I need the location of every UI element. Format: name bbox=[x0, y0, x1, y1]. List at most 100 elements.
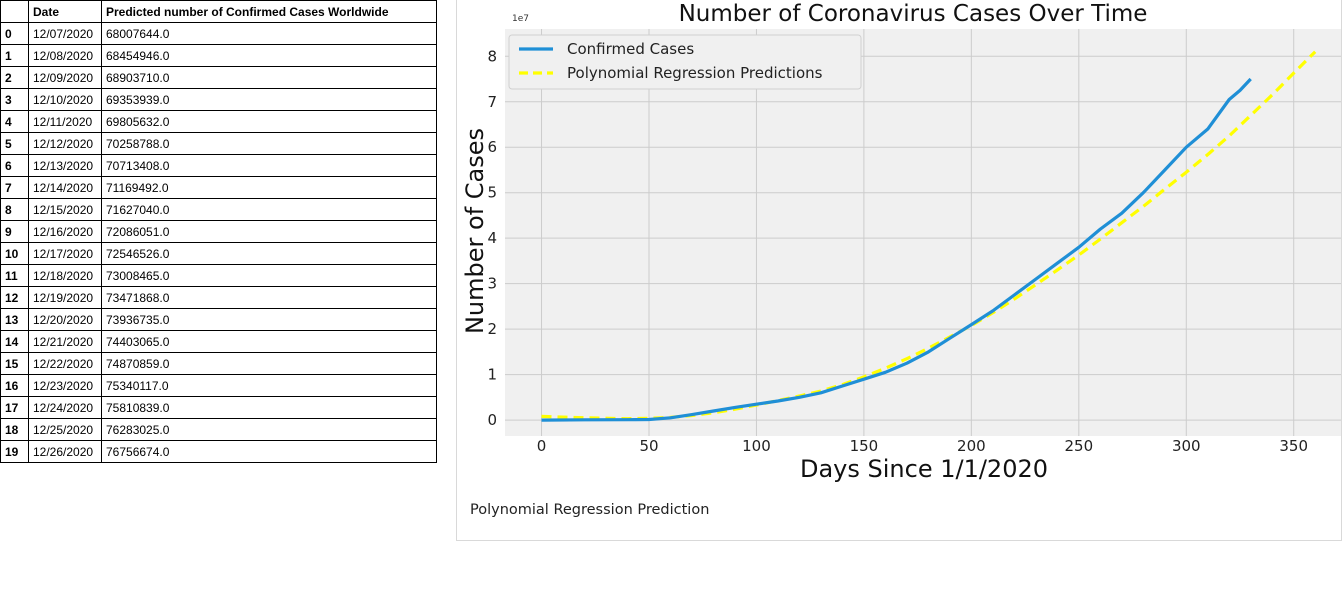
prediction-cell: 69805632.0 bbox=[101, 110, 437, 133]
row-index: 1 bbox=[0, 44, 29, 67]
table-row: 7 12/14/2020 71169492.0 bbox=[0, 176, 437, 199]
y-tick-label: 2 bbox=[487, 320, 497, 338]
prediction-cell: 71627040.0 bbox=[101, 198, 437, 221]
y-tick-label: 0 bbox=[487, 411, 497, 429]
row-index: 14 bbox=[0, 330, 29, 353]
prediction-cell: 68007644.0 bbox=[101, 22, 437, 45]
date-cell: 12/09/2020 bbox=[28, 66, 102, 89]
table-row: 9 12/16/2020 72086051.0 bbox=[0, 220, 437, 243]
date-cell: 12/15/2020 bbox=[28, 198, 102, 221]
y-tick-label: 3 bbox=[487, 275, 497, 293]
prediction-cell: 71169492.0 bbox=[101, 176, 437, 199]
table-row: 18 12/25/2020 76283025.0 bbox=[0, 418, 437, 441]
predictions-table-container: Date Predicted number of Confirmed Cases… bbox=[0, 0, 437, 590]
date-cell: 12/13/2020 bbox=[28, 154, 102, 177]
table-row: 0 12/07/2020 68007644.0 bbox=[0, 22, 437, 45]
row-index: 9 bbox=[0, 220, 29, 243]
x-axis-label: Days Since 1/1/2020 bbox=[800, 455, 1048, 483]
row-index: 3 bbox=[0, 88, 29, 111]
table-row: 14 12/21/2020 74403065.0 bbox=[0, 330, 437, 353]
date-cell: 12/08/2020 bbox=[28, 44, 102, 67]
x-tick-label: 200 bbox=[957, 437, 986, 455]
series-line-confirmed-cases bbox=[541, 77, 1252, 422]
table-row: 12 12/19/2020 73471868.0 bbox=[0, 286, 437, 309]
x-tick-label: 50 bbox=[639, 437, 658, 455]
date-cell: 12/22/2020 bbox=[28, 352, 102, 375]
prediction-cell: 70713408.0 bbox=[101, 154, 437, 177]
prediction-cell: 73471868.0 bbox=[101, 286, 437, 309]
date-cell: 12/23/2020 bbox=[28, 374, 102, 397]
x-tick-label: 350 bbox=[1279, 437, 1308, 455]
table-header-row: Date Predicted number of Confirmed Cases… bbox=[0, 0, 437, 23]
prediction-cell: 74870859.0 bbox=[101, 352, 437, 375]
date-cell: 12/26/2020 bbox=[28, 440, 102, 463]
table-row: 8 12/15/2020 71627040.0 bbox=[0, 198, 437, 221]
x-tick-label: 100 bbox=[742, 437, 771, 455]
date-cell: 12/11/2020 bbox=[28, 110, 102, 133]
prediction-cell: 68454946.0 bbox=[101, 44, 437, 67]
row-index: 4 bbox=[0, 110, 29, 133]
plot-background bbox=[505, 29, 1341, 436]
y-axis-label: Number of Cases bbox=[461, 128, 489, 334]
chart-title: Number of Coronavirus Cases Over Time bbox=[679, 1, 1148, 27]
prediction-cell: 75340117.0 bbox=[101, 374, 437, 397]
prediction-cell: 72086051.0 bbox=[101, 220, 437, 243]
row-index: 16 bbox=[0, 374, 29, 397]
row-index: 7 bbox=[0, 176, 29, 199]
table-row: 16 12/23/2020 75340117.0 bbox=[0, 374, 437, 397]
chart-output-card: 0 50 100 150 200 250 300 350 0 1 2 3 4 5 6 7 8 Number of… bbox=[456, 0, 1342, 541]
date-cell: 12/21/2020 bbox=[28, 330, 102, 353]
prediction-cell: 70258788.0 bbox=[101, 132, 437, 155]
chart-caption: Polynomial Regression Prediction bbox=[470, 502, 710, 518]
prediction-cell: 76283025.0 bbox=[101, 418, 437, 441]
row-index: 12 bbox=[0, 286, 29, 309]
date-cell: 12/19/2020 bbox=[28, 286, 102, 309]
legend-box bbox=[508, 34, 862, 90]
date-cell: 12/25/2020 bbox=[28, 418, 102, 441]
y-tick-label: 1 bbox=[487, 366, 497, 384]
prediction-cell: 69353939.0 bbox=[101, 88, 437, 111]
row-index: 15 bbox=[0, 352, 29, 375]
row-index: 17 bbox=[0, 396, 29, 419]
row-index: 11 bbox=[0, 264, 29, 287]
y-tick-label: 8 bbox=[487, 47, 497, 65]
prediction-cell: 73008465.0 bbox=[101, 264, 437, 287]
cases-line-chart: 0 50 100 150 200 250 300 350 0 1 2 3 4 5 6 7 8 Number of… bbox=[461, 1, 1341, 483]
prediction-cell: 75810839.0 bbox=[101, 396, 437, 419]
date-cell: 12/18/2020 bbox=[28, 264, 102, 287]
x-tick-label: 150 bbox=[850, 437, 879, 455]
date-cell: 12/17/2020 bbox=[28, 242, 102, 265]
row-index: 5 bbox=[0, 132, 29, 155]
y-tick-label: 5 bbox=[487, 184, 497, 202]
date-cell: 12/12/2020 bbox=[28, 132, 102, 155]
column-header-date: Date bbox=[28, 0, 102, 23]
table-row: 1 12/08/2020 68454946.0 bbox=[0, 44, 437, 67]
legend-label-prediction: Polynomial Regression Predictions bbox=[567, 64, 823, 82]
table-row: 11 12/18/2020 73008465.0 bbox=[0, 264, 437, 287]
y-tick-label: 7 bbox=[487, 93, 497, 111]
chart-legend: Confirmed Cases Polynomial Regression Pr… bbox=[508, 34, 862, 90]
y-axis-offset-label: 1e7 bbox=[512, 14, 529, 24]
date-cell: 12/16/2020 bbox=[28, 220, 102, 243]
table-row: 15 12/22/2020 74870859.0 bbox=[0, 352, 437, 375]
table-row: 10 12/17/2020 72546526.0 bbox=[0, 242, 437, 265]
x-tick-label: 300 bbox=[1172, 437, 1201, 455]
table-row: 4 12/11/2020 69805632.0 bbox=[0, 110, 437, 133]
table-row: 3 12/10/2020 69353939.0 bbox=[0, 88, 437, 111]
date-cell: 12/20/2020 bbox=[28, 308, 102, 331]
row-index: 0 bbox=[0, 22, 29, 45]
date-cell: 12/24/2020 bbox=[28, 396, 102, 419]
x-tick-label: 0 bbox=[537, 437, 547, 455]
prediction-cell: 74403065.0 bbox=[101, 330, 437, 353]
row-index: 6 bbox=[0, 154, 29, 177]
legend-label-confirmed: Confirmed Cases bbox=[567, 40, 694, 58]
prediction-cell: 76756674.0 bbox=[101, 440, 437, 463]
row-index: 2 bbox=[0, 66, 29, 89]
x-tick-label: 250 bbox=[1064, 437, 1093, 455]
table-row: 6 12/13/2020 70713408.0 bbox=[0, 154, 437, 177]
row-index: 18 bbox=[0, 418, 29, 441]
table-row: 5 12/12/2020 70258788.0 bbox=[0, 132, 437, 155]
column-header-index bbox=[0, 0, 29, 23]
tick-labels: 0 50 100 150 200 250 300 350 0 1 2 3 4 5 6 7 8 bbox=[487, 47, 1308, 455]
prediction-cell: 72546526.0 bbox=[101, 242, 437, 265]
